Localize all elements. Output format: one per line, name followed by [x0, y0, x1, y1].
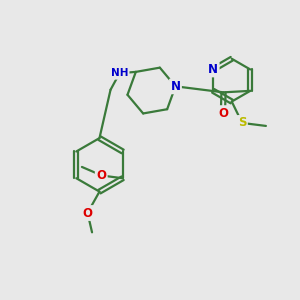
Text: N: N [208, 63, 218, 76]
Text: NH: NH [111, 68, 128, 78]
Text: S: S [238, 116, 246, 130]
Text: O: O [82, 206, 93, 220]
Text: O: O [96, 169, 106, 182]
Text: N: N [170, 80, 181, 93]
Text: O: O [218, 106, 228, 120]
